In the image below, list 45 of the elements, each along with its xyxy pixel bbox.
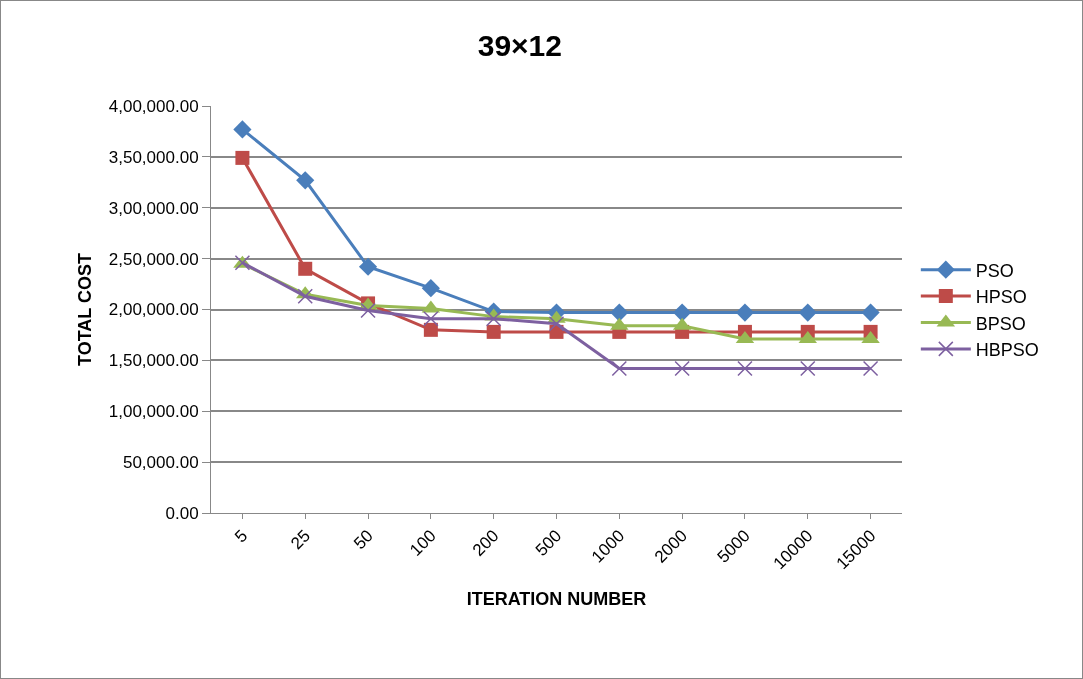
chart-title: 39×12 — [477, 28, 563, 62]
point — [611, 360, 628, 377]
y-tick-label: 0.00 — [165, 503, 199, 523]
y-tick-label: 2,50,000.00 — [108, 249, 199, 269]
x-tick-label: 500 — [531, 526, 566, 560]
point — [548, 316, 565, 332]
point — [423, 322, 438, 337]
y-tick-label: 4,00,000.00 — [108, 96, 199, 116]
point — [673, 303, 692, 322]
point — [296, 171, 315, 190]
y-axis-title: TOTAL COST — [74, 252, 95, 367]
point — [485, 310, 502, 327]
x-tick-label: 50 — [350, 526, 377, 554]
point — [862, 360, 879, 377]
point — [421, 279, 440, 298]
point — [737, 360, 753, 377]
point — [735, 303, 755, 322]
x-tick-label: 200 — [469, 526, 503, 560]
point — [360, 302, 376, 319]
x-tick-label: 100 — [406, 526, 440, 560]
point — [486, 324, 501, 339]
y-tick-label: 2,00,000.00 — [108, 300, 199, 320]
legend-label: HPSO — [975, 287, 1027, 308]
y-tick-label: 3,50,000.00 — [108, 147, 199, 167]
point — [861, 303, 880, 322]
point — [800, 360, 816, 377]
point — [233, 120, 252, 139]
point — [298, 261, 313, 276]
y-tick-label: 3,00,000.00 — [108, 198, 199, 218]
point — [358, 257, 378, 276]
legend-label: PSO — [975, 260, 1014, 281]
point — [798, 303, 817, 322]
legend-label: HBPSO — [975, 339, 1039, 360]
point — [610, 303, 629, 322]
y-tick-label: 50,000.00 — [122, 453, 199, 473]
legend-label: BPSO — [975, 313, 1026, 334]
y-tick-label: 1,00,000.00 — [108, 402, 199, 422]
point — [423, 310, 439, 327]
x-axis-title: ITERATION NUMBER — [466, 589, 647, 610]
x-tick-label: 25 — [287, 526, 315, 554]
y-tick-label: 1,50,000.00 — [108, 351, 199, 371]
point — [297, 288, 313, 305]
point — [235, 150, 250, 165]
point — [674, 360, 690, 377]
x-tick-label: 5 — [231, 526, 252, 547]
